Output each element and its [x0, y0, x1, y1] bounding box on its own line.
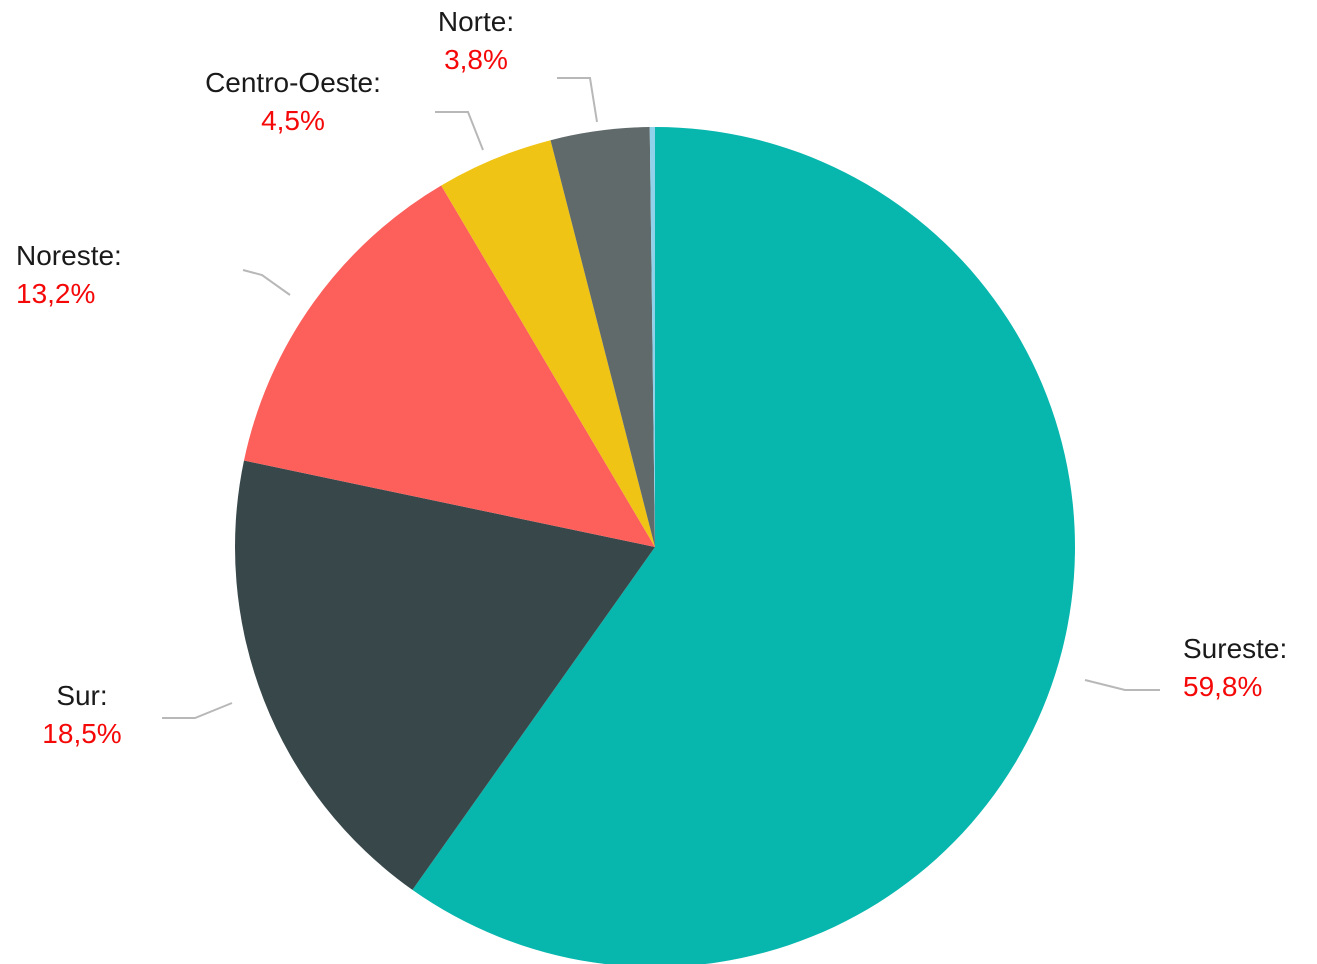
slice-value-label: 4,5% [261, 105, 325, 136]
slice-label: Norte: [438, 6, 514, 37]
slice-value-label: 59,8% [1183, 671, 1262, 702]
leader-line [1085, 680, 1160, 690]
slice-value-label: 13,2% [16, 278, 95, 309]
slice-value-label: 3,8% [444, 44, 508, 75]
leader-line [557, 78, 597, 122]
slice-label: Sur: [56, 680, 107, 711]
slice-label: Centro-Oeste: [205, 67, 381, 98]
slice-value-label: 18,5% [42, 718, 121, 749]
leader-line [162, 703, 232, 718]
slice-label: Noreste: [16, 240, 122, 271]
leader-line [243, 270, 290, 295]
slice-label: Sureste: [1183, 633, 1287, 664]
leader-line [435, 112, 483, 150]
